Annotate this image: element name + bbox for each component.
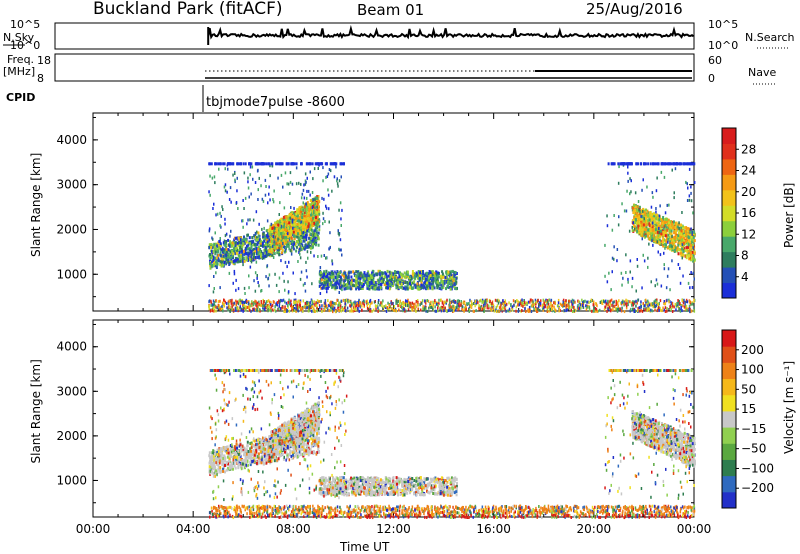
y-tick-label: 4000 (56, 340, 87, 354)
colorbar-swatch (722, 267, 736, 284)
colorbar-tick-label: 20 (741, 185, 756, 199)
colorbar-swatch (722, 143, 736, 160)
colorbar-tick-label: −100 (741, 461, 774, 475)
colorbar-swatch (722, 158, 736, 175)
power-panel: Slant Range [km] 4000 3000 2000 1000 (29, 112, 696, 314)
nsearch-tick-bottom: 10^0 (708, 39, 738, 52)
colorbar-tick-label: −15 (741, 422, 766, 436)
colorbar-tick-label: 50 (741, 382, 756, 396)
colorbar-tick-label: 15 (741, 402, 756, 416)
power-colorbar: 28 24 20 16 12 8 4 Power [dB] (721, 127, 796, 299)
freq-label-1: Freq. (7, 53, 34, 66)
x-tick-label: 00:00 (677, 522, 712, 536)
colorbar-swatch (722, 491, 736, 509)
y-tick-label: 1000 (56, 267, 87, 281)
colorbar-tick-label: 200 (741, 343, 764, 357)
beam-label: Beam 01 (357, 1, 424, 19)
colorbar-swatch (722, 410, 736, 428)
y-axis-label: Slant Range [km] (29, 153, 43, 257)
colorbar-swatch (722, 459, 736, 477)
nave-tick-top: 60 (708, 54, 722, 67)
colorbar-tick-label: 100 (741, 363, 764, 377)
colorbar-swatch (722, 251, 736, 268)
date-label: 25/Aug/2016 (586, 0, 683, 18)
velocity-panel: Slant Range [km] 4000 3000 2000 1000 (29, 319, 696, 520)
colorbar-swatch (722, 427, 736, 444)
nsky-tick-bottom: 10^0 (10, 39, 40, 52)
colorbar-tick-label: 24 (741, 164, 756, 178)
nsky-panel (54, 22, 695, 50)
nsky-trace (207, 24, 695, 45)
colorbar-swatch (722, 282, 736, 299)
cpid-label: CPID (6, 91, 35, 104)
y-tick-label: 3000 (56, 178, 87, 192)
freq-tick-bottom: 8 (37, 72, 44, 85)
x-tick-label: 00:00 (76, 522, 111, 536)
colorbar-swatch (722, 205, 736, 222)
y-tick-label: 3000 (56, 384, 87, 398)
station-title: Buckland Park (fitACF) (93, 0, 283, 19)
velocity-colorbar: 200 100 50 15 −15 −50 −100 −200 Velocity [m s⁻¹] (721, 329, 796, 509)
colorbar-swatch (722, 330, 736, 347)
x-axis-label: Time UT (339, 540, 390, 554)
freq-panel (54, 53, 695, 82)
colorbar-swatch (722, 174, 736, 191)
colorbar-swatch (722, 128, 736, 144)
colorbar-label: Power [dB] (782, 183, 796, 248)
colorbar-tick-label: 16 (741, 206, 756, 220)
colorbar-swatch (722, 378, 736, 396)
y-tick-label: 1000 (56, 473, 87, 487)
x-tick-label: 20:00 (577, 522, 612, 536)
colorbar-tick-label: 8 (741, 249, 749, 263)
nsearch-tick-top: 10^5 (708, 18, 738, 31)
colorbar-tick-label: −200 (741, 481, 774, 495)
y-tick-label: 4000 (56, 133, 87, 147)
x-tick-label: 04:00 (176, 522, 211, 536)
colorbar-tick-label: 4 (741, 270, 749, 284)
freq-tick-top: 18 (37, 54, 51, 67)
echo-cells (208, 369, 696, 520)
nsky-label: N.Sky (3, 31, 35, 44)
colorbar-tick-label: −50 (741, 442, 766, 456)
x-axis-ticks: 00:00 04:00 08:00 12:00 16:00 20:00 00:00 (76, 522, 712, 536)
colorbar-tick-label: 28 (741, 142, 756, 156)
colorbar-swatch (722, 394, 736, 412)
colorbar-swatch (722, 362, 736, 380)
colorbar-swatch (722, 443, 736, 460)
echo-cells (208, 162, 696, 314)
x-tick-label: 16:00 (476, 522, 511, 536)
cpid-value: tbjmode7pulse -8600 (206, 95, 345, 110)
colorbar-swatch (722, 236, 736, 253)
colorbar-swatch (722, 346, 736, 363)
colorbar-swatch (722, 220, 736, 237)
colorbar-swatch (722, 189, 736, 206)
y-axis-label: Slant Range [km] (29, 359, 43, 463)
nsearch-label: N.Search (745, 31, 795, 44)
x-tick-label: 12:00 (376, 522, 411, 536)
x-tick-label: 08:00 (276, 522, 311, 536)
colorbar-tick-label: 12 (741, 227, 756, 241)
colorbar-label: Velocity [m s⁻¹] (782, 361, 796, 454)
nsky-tick-top: 10^5 (10, 18, 40, 31)
nave-label: Nave (748, 66, 776, 79)
colorbar-swatch (722, 475, 736, 493)
freq-label-2: [MHz] (3, 65, 35, 78)
y-tick-label: 2000 (56, 429, 87, 443)
nave-tick-bottom: 0 (708, 72, 715, 85)
y-tick-label: 2000 (56, 222, 87, 236)
